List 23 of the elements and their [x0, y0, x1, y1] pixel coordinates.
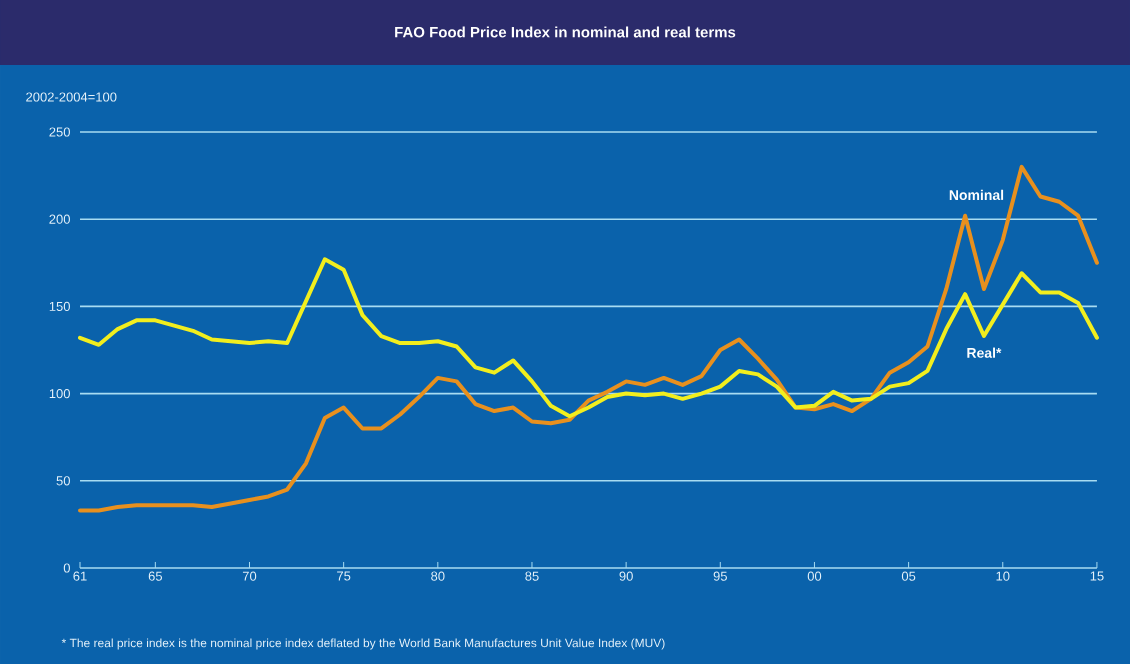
y-tick-label: 0	[63, 563, 70, 573]
x-tick-label: 85	[525, 571, 539, 581]
y-tick-label: 200	[49, 214, 70, 224]
y-tick-label: 150	[49, 301, 70, 311]
x-tick-label: 90	[619, 571, 633, 581]
chart-title: FAO Food Price Index in nominal and real terms	[395, 26, 736, 38]
y-axis-title: 2002-2004=100	[26, 92, 117, 102]
x-tick-label: 10	[996, 571, 1010, 581]
x-tick-label: 65	[148, 571, 163, 581]
x-tick-label: 00	[807, 571, 822, 581]
text: * The real price index is the nominal price index deflated by the World Bank Manufactures Unit Value Index (MUV)	[61, 638, 665, 650]
x-tick-label: 15	[1090, 571, 1104, 581]
x-tick-label: 95	[713, 571, 727, 581]
series-label: Nominal	[949, 189, 1004, 201]
series-label: Real*	[967, 347, 1002, 358]
y-tick-label: 100	[49, 388, 70, 399]
y-tick-label: 50	[56, 476, 70, 486]
y-tick-label: 250	[49, 127, 70, 137]
x-tick-label: 05	[901, 571, 916, 581]
x-tick-label: 61	[73, 571, 87, 581]
x-tick-label: 80	[431, 571, 445, 581]
x-tick-label: 75	[337, 571, 351, 581]
x-tick-label: 70	[242, 571, 257, 581]
